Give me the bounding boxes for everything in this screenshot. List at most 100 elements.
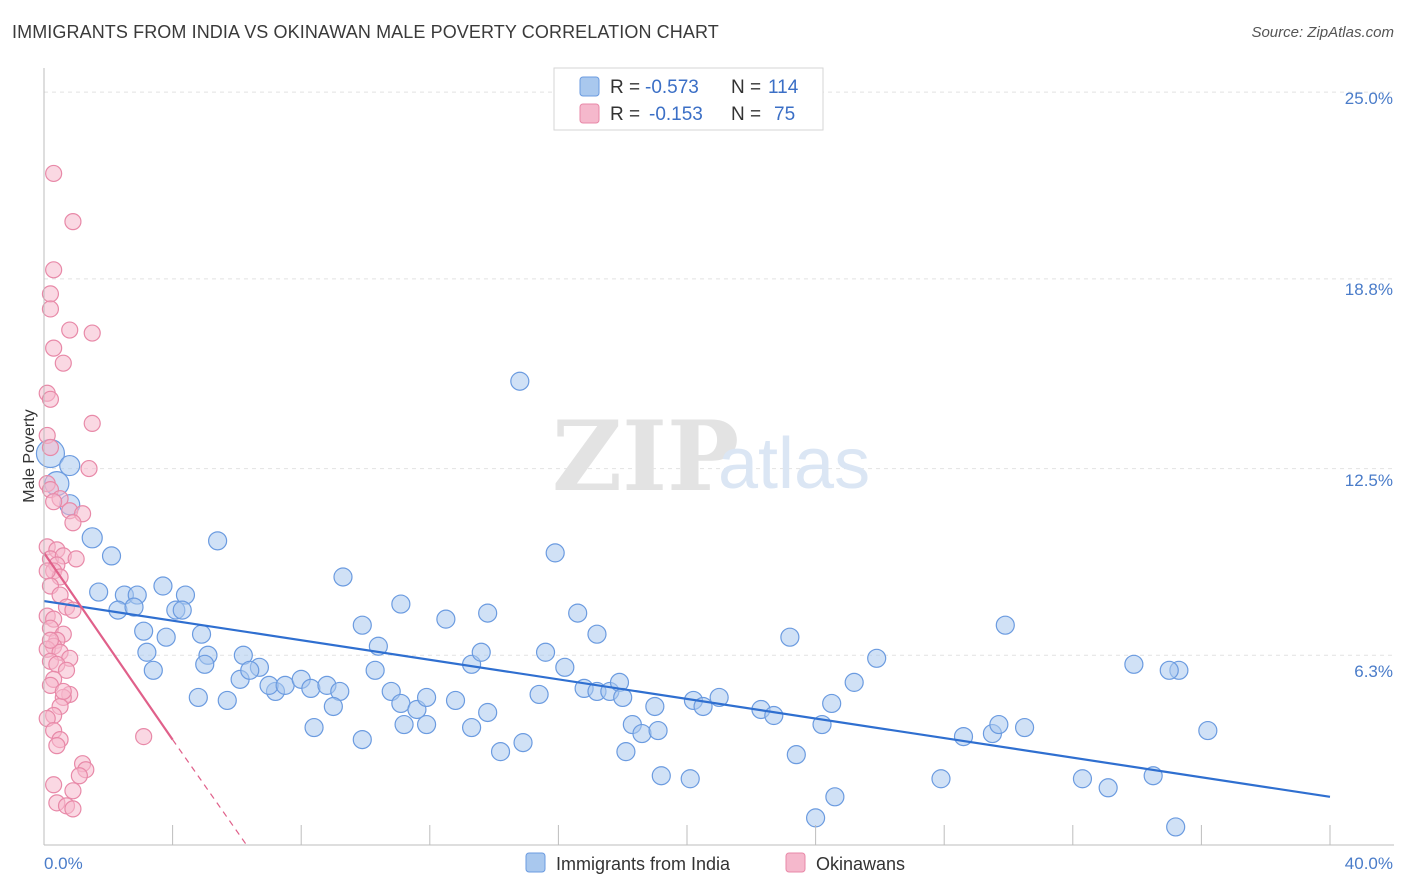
okinawan-trend-line [43,552,174,741]
okinawan-point-0 [45,164,63,183]
india-point-75 [651,766,671,786]
india-point-85 [822,693,842,714]
india-point-97 [1072,769,1093,789]
y-axis-title: Male Poverty [21,409,38,502]
india-point-101 [1166,817,1186,837]
x-ticks [43,825,1331,845]
india-point-84 [780,627,800,647]
chart-source: Source: ZipAtlas.com [1251,24,1394,41]
india-point-9 [153,576,173,596]
india-point-55 [461,717,482,738]
trend-layer [43,552,1331,846]
y-tick-label-6.3: 6.3% [1354,662,1393,681]
legend-swatch-blue [579,76,600,97]
legend-n-label-pink: N = [731,104,761,125]
india-point-37 [333,567,353,587]
y-tick-label-18.8: 18.8% [1345,280,1393,299]
india-point-80 [709,687,729,708]
india-point-79 [680,769,700,789]
india-point-49 [391,594,411,614]
india-point-61 [535,642,556,662]
india-point-15 [134,621,154,641]
okinawan-point-10 [41,390,60,408]
bottom-legend-label-india: Immigrants from India [556,854,731,874]
bottom-legend-swatch-india [525,852,546,873]
india-point-96 [1014,717,1035,738]
india-point-88 [844,672,864,692]
india-point-50 [436,609,456,629]
india-point-44 [416,687,437,708]
legend-swatch-pink [579,103,600,124]
india-point-73 [632,723,652,744]
india-point-82 [764,705,784,726]
india-point-83 [786,745,806,765]
okinawan-point-21 [64,514,82,532]
india-point-68 [587,624,607,644]
okinawan-trend-extension [172,739,248,846]
india-point-36 [323,696,343,717]
series-legend: Immigrants from India Okinawans [525,852,905,874]
okinawan-point-63 [64,800,82,818]
india-point-103 [1159,660,1179,680]
india-point-94 [989,714,1009,735]
india-point-14 [172,600,192,620]
india-point-63 [568,603,588,623]
india-point-99 [1098,778,1118,798]
india-point-104 [1198,720,1218,741]
okinawan-point-3 [41,285,60,303]
india-point-90 [867,648,887,668]
okinawan-point-66 [48,737,66,755]
okinawan-point-2 [45,261,63,279]
watermark-atlas: atlas [718,424,870,504]
india-point-24 [188,687,208,708]
okinawan-point-7 [45,339,63,357]
india-point-17 [191,624,212,644]
india-point-42 [391,693,411,714]
india-point-22 [195,654,215,674]
india-point-53 [471,642,491,662]
india-point-40 [365,660,385,680]
okinawan-point-8 [54,354,72,372]
india-point-58 [513,733,533,753]
india-point-30 [259,675,279,695]
india-point-31 [275,675,295,695]
india-point-18 [208,531,228,551]
india-point-46 [416,714,437,735]
india-point-89 [805,808,826,828]
india-point-62 [545,543,565,563]
india-point-65 [555,657,575,677]
okinawan-point-1 [64,213,82,231]
okinawan-point-18 [45,493,63,511]
y-tick-label-12.5: 12.5% [1345,471,1393,490]
india-point-60 [529,684,549,705]
india-point-28 [240,660,260,680]
india-point-10 [108,600,128,620]
india-point-57 [490,742,511,762]
okinawan-point-64 [41,631,60,649]
points-layer [35,164,1218,837]
india-point-56 [478,603,498,623]
india-point-54 [478,702,498,723]
india-point-48 [304,717,324,738]
india-point-19 [137,642,157,662]
okinawan-point-14 [80,459,98,478]
legend-r-value-pink: -0.153 [649,104,703,125]
chart-title: IMMIGRANTS FROM INDIA VS OKINAWAN MALE P… [12,22,719,42]
india-point-91 [931,769,951,789]
india-point-45 [394,714,414,735]
okinawan-point-5 [61,321,79,339]
y-tick-label-25: 25.0% [1345,89,1393,108]
india-trend-line [43,599,1331,798]
india-point-16 [156,627,176,647]
watermark: ZIP atlas [552,400,870,513]
legend-n-label-blue: N = [731,77,761,98]
bottom-legend-swatch-okinawans [785,852,806,873]
legend-r-label-blue: R = [610,77,640,98]
india-point-5 [101,546,122,566]
india-point-51 [445,690,466,711]
okinawan-point-45 [57,661,76,679]
legend-r-value-blue: -0.573 [645,77,699,98]
india-point-38 [352,615,372,635]
okinawan-point-6 [83,324,101,342]
